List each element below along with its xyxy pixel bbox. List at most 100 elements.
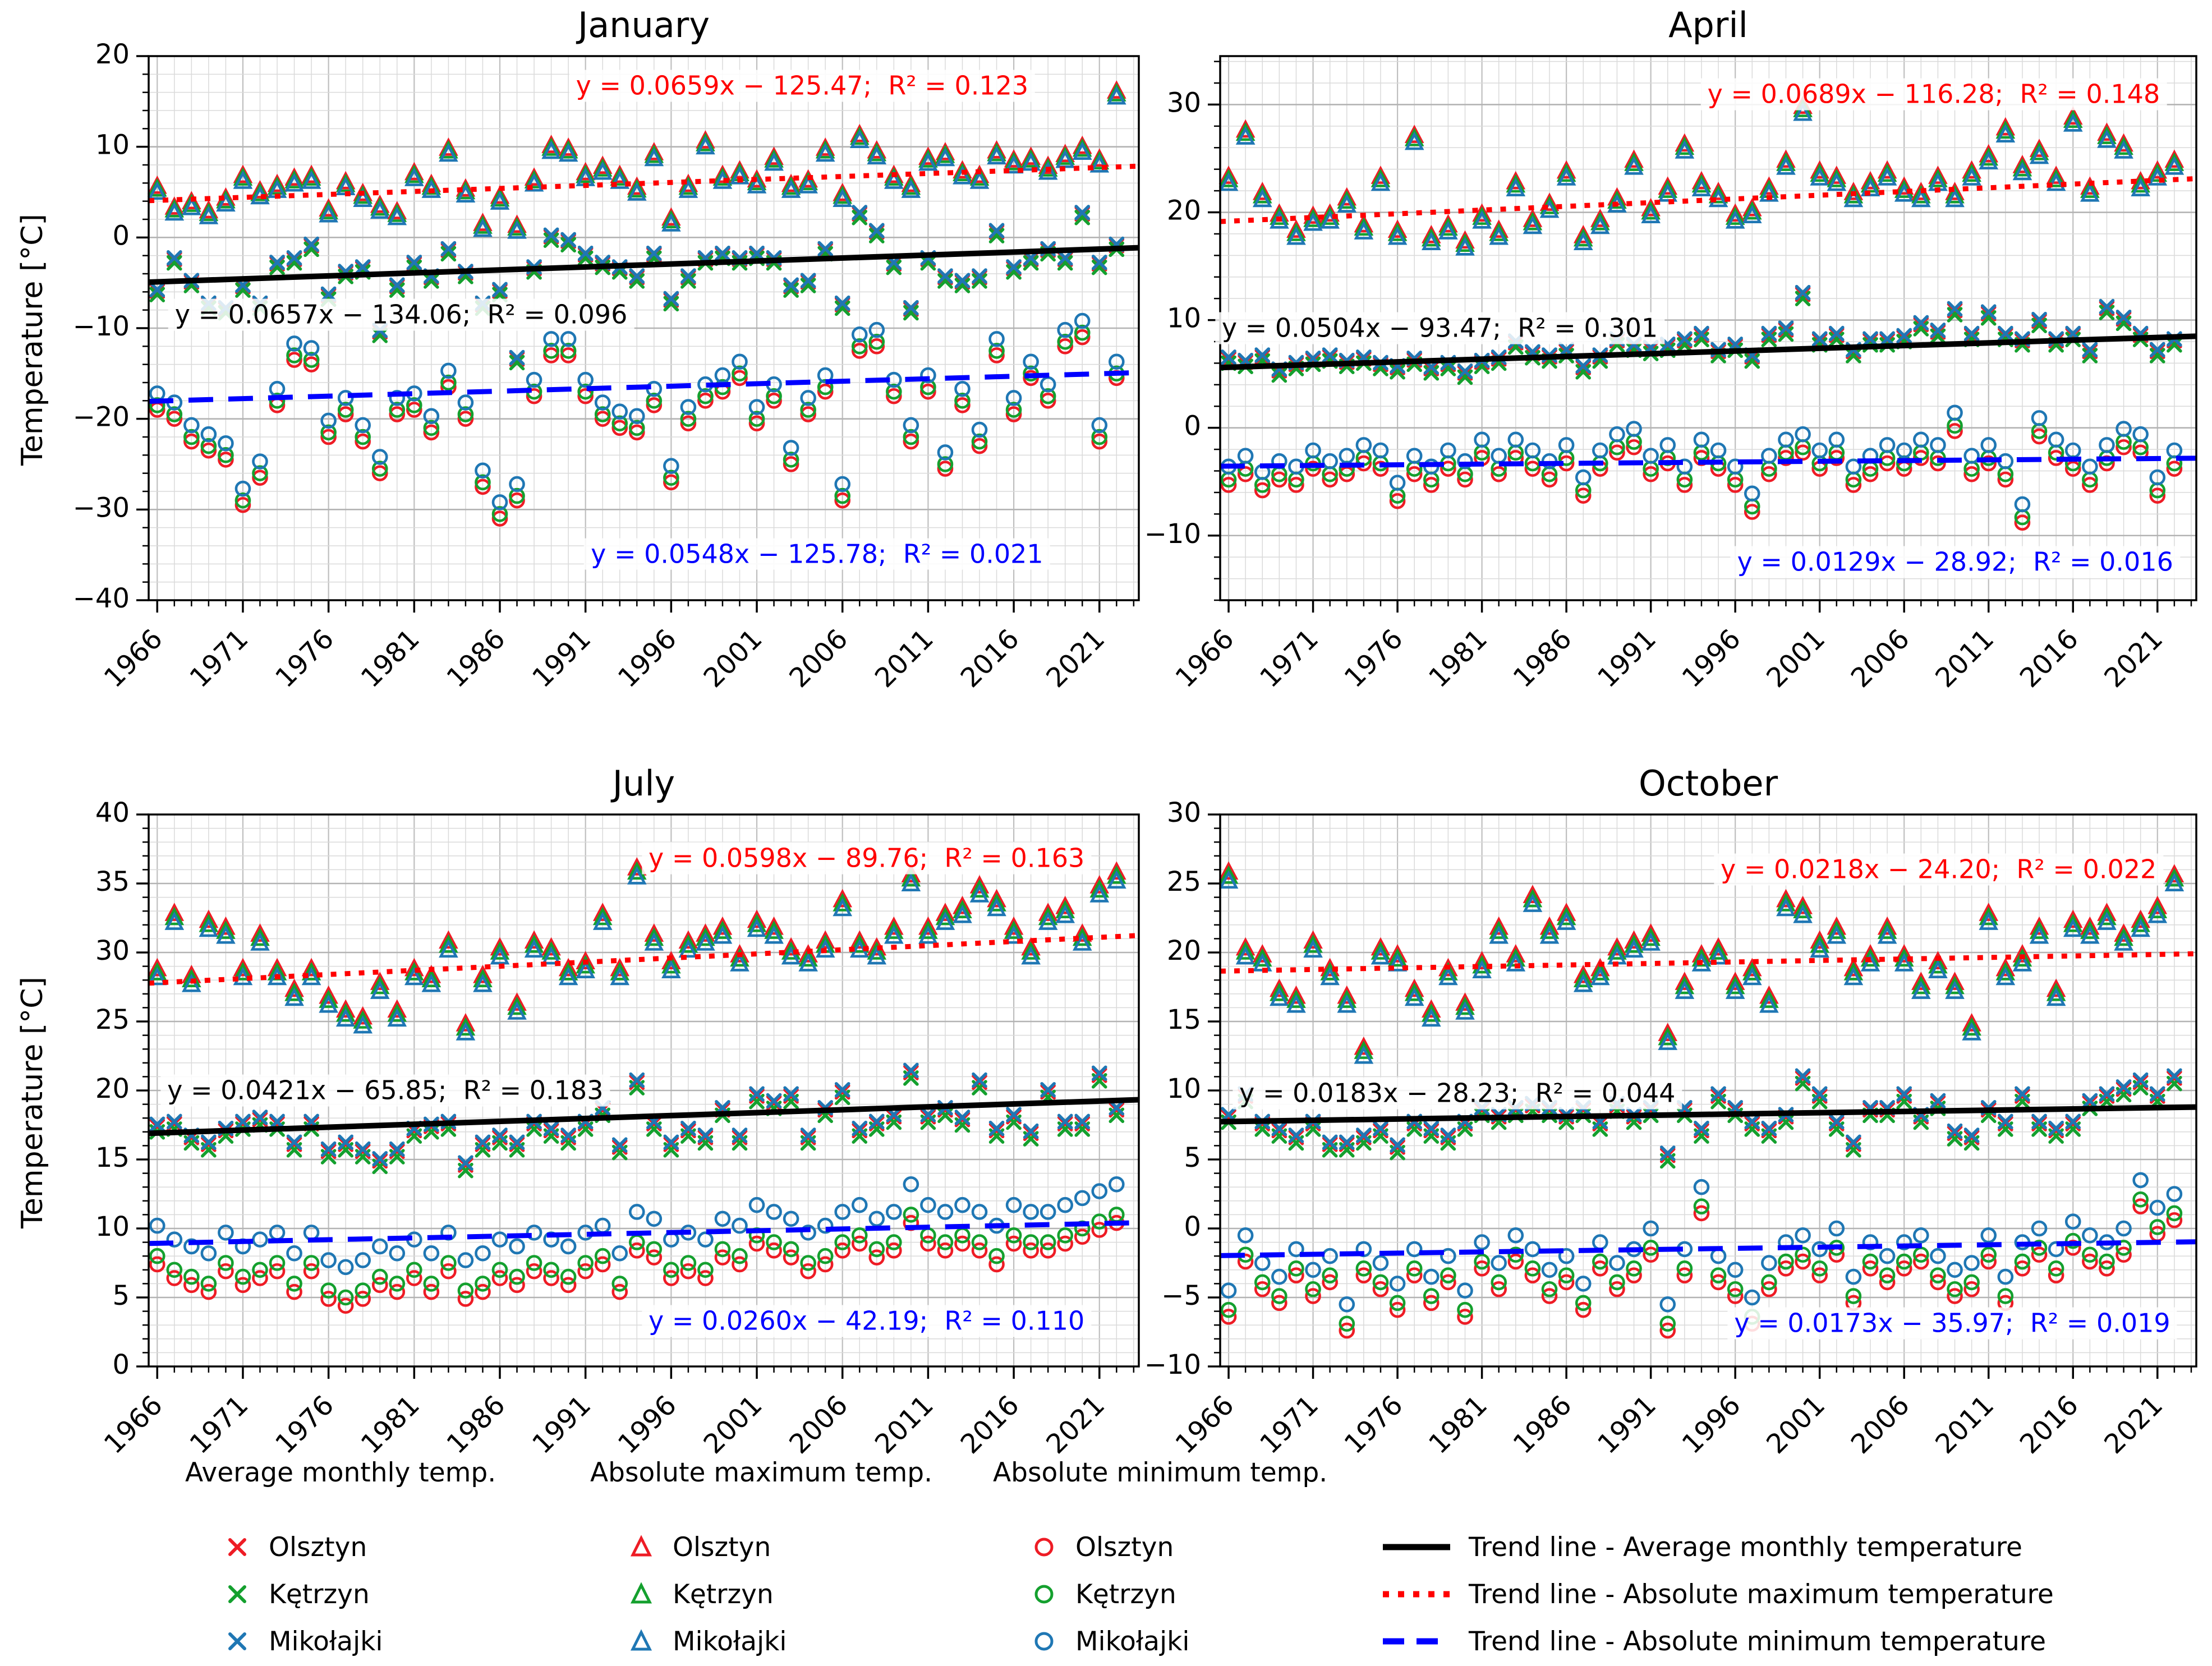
- panel-title-january: January: [577, 4, 710, 45]
- svg-text:2001: 2001: [1760, 1389, 1831, 1460]
- equation-january-avg: y = 0.0657x − 134.06; R² = 0.096: [168, 298, 634, 331]
- svg-text:−5: −5: [1161, 1280, 1201, 1311]
- svg-text:1971: 1971: [183, 623, 254, 694]
- legend-label: Mikołajki: [673, 1626, 787, 1657]
- dashed-line-icon: [1383, 1638, 1450, 1645]
- equation-july-avg: y = 0.0421x − 65.85; R² = 0.183: [160, 1074, 610, 1107]
- y-axis-label-row2: Temperature [°C]: [16, 977, 49, 1228]
- trend-line-max: [148, 163, 1139, 204]
- svg-text:2006: 2006: [1845, 623, 1916, 694]
- x-marker-icon: [228, 1632, 246, 1650]
- svg-text:1991: 1991: [526, 623, 597, 694]
- svg-text:2011: 2011: [869, 623, 940, 694]
- svg-text:2016: 2016: [955, 623, 1025, 694]
- svg-text:1986: 1986: [1507, 1389, 1578, 1460]
- panel-title-july: July: [612, 763, 675, 804]
- svg-text:5: 5: [1184, 1142, 1201, 1173]
- svg-text:1981: 1981: [355, 623, 426, 694]
- svg-text:2006: 2006: [783, 623, 854, 694]
- svg-text:35: 35: [95, 866, 130, 898]
- svg-text:1976: 1976: [269, 1389, 340, 1460]
- svg-text:2016: 2016: [2014, 1389, 2085, 1460]
- svg-text:1971: 1971: [1254, 1389, 1325, 1460]
- trend-line-min: [1220, 455, 2197, 469]
- triangle-marker-icon: [630, 1629, 652, 1651]
- equation-april-max: y = 0.0689x − 116.28; R² = 0.148: [1700, 78, 2167, 111]
- trend-line-avg: [148, 245, 1139, 285]
- svg-text:30: 30: [1167, 797, 1201, 829]
- x-marker-icon: [228, 1585, 246, 1603]
- svg-text:−10: −10: [1144, 1349, 1201, 1380]
- svg-text:1966: 1966: [1170, 623, 1240, 694]
- trend-line-min: [1220, 1239, 2197, 1258]
- svg-text:−40: −40: [73, 583, 130, 614]
- svg-text:0: 0: [112, 1349, 130, 1380]
- legend-label: Trend line - Average monthly temperature: [1469, 1531, 2022, 1563]
- equation-october-max: y = 0.0218x − 24.20; R² = 0.022: [1713, 853, 2164, 886]
- svg-text:−10: −10: [1144, 518, 1201, 550]
- svg-text:2006: 2006: [783, 1389, 854, 1460]
- svg-text:20: 20: [95, 39, 130, 70]
- legend-label: Olsztyn: [1075, 1531, 1174, 1563]
- svg-text:30: 30: [95, 935, 130, 967]
- svg-text:1996: 1996: [612, 1389, 683, 1460]
- svg-text:10: 10: [1167, 1073, 1201, 1104]
- svg-text:1991: 1991: [526, 1389, 597, 1460]
- svg-text:1991: 1991: [1592, 623, 1662, 694]
- legend-item-avg-ketrzyn: Kętrzyn: [222, 1577, 370, 1611]
- trend-line-avg: [1220, 333, 2197, 371]
- panel-july: 40 35 30 25 20 15 10 5 0 1966 1971 1976 1981 1986 1991…: [95, 797, 1140, 1460]
- equation-january-max: y = 0.0659x − 125.47; R² = 0.123: [569, 70, 1036, 102]
- svg-text:2021: 2021: [2098, 1389, 2169, 1460]
- trend-line-max: [148, 933, 1139, 986]
- panel-title-october: October: [1638, 763, 1778, 804]
- equation-january-min: y = 0.0548x − 125.78; R² = 0.021: [584, 538, 1050, 570]
- legend-item-avg-olsztyn: Olsztyn: [222, 1530, 367, 1564]
- svg-text:2016: 2016: [2014, 623, 2085, 694]
- legend-item-min-mikolajki: Mikołajki: [1028, 1624, 1189, 1658]
- svg-text:1981: 1981: [355, 1389, 426, 1460]
- legend-item-trend-minimum: Trend line - Absolute minimum temperatur…: [1380, 1624, 2046, 1658]
- circle-marker-icon: [1034, 1632, 1054, 1651]
- y-axis-label-row1: Temperature [°C]: [16, 214, 49, 466]
- legend-item-avg-mikolajki: Mikołajki: [222, 1624, 383, 1658]
- svg-text:15: 15: [1167, 1004, 1201, 1036]
- svg-text:2021: 2021: [1040, 1389, 1111, 1460]
- svg-text:1986: 1986: [1507, 623, 1578, 694]
- solid-line-icon: [1383, 1544, 1450, 1550]
- svg-text:1996: 1996: [612, 623, 683, 694]
- svg-text:1981: 1981: [1423, 623, 1493, 694]
- svg-text:1976: 1976: [1339, 1389, 1409, 1460]
- svg-text:20: 20: [95, 1073, 130, 1104]
- svg-text:25: 25: [95, 1004, 130, 1036]
- svg-text:2011: 2011: [1929, 623, 2000, 694]
- equation-july-min: y = 0.0260x − 42.19; R² = 0.110: [641, 1305, 1092, 1337]
- trend-line-avg: [1220, 1104, 2197, 1125]
- svg-text:1986: 1986: [441, 623, 512, 694]
- legend-item-trend-average: Trend line - Average monthly temperature: [1380, 1530, 2022, 1564]
- legend-item-trend-maximum: Trend line - Absolute maximum temperatur…: [1380, 1577, 2054, 1611]
- svg-text:0: 0: [112, 220, 130, 251]
- legend-header-minimum: Absolute minimum temp.: [993, 1457, 1328, 1488]
- svg-text:10: 10: [1167, 303, 1201, 334]
- legend-header-maximum: Absolute maximum temp.: [590, 1457, 933, 1488]
- scatter-markers: [1218, 861, 2185, 1339]
- svg-text:2001: 2001: [1760, 623, 1831, 694]
- legend-label: Kętrzyn: [1075, 1578, 1176, 1610]
- legend-header-average: Average monthly temp.: [185, 1457, 496, 1488]
- svg-text:1966: 1966: [1170, 1389, 1240, 1460]
- svg-text:40: 40: [95, 797, 130, 829]
- svg-text:1976: 1976: [269, 623, 340, 694]
- legend-item-max-mikolajki: Mikołajki: [626, 1624, 787, 1658]
- svg-text:−30: −30: [73, 492, 130, 523]
- svg-text:1996: 1996: [1676, 1389, 1747, 1460]
- svg-text:1981: 1981: [1423, 1389, 1493, 1460]
- svg-text:25: 25: [1167, 866, 1201, 898]
- trend-line-min: [148, 370, 1139, 404]
- trend-line-avg: [148, 1097, 1139, 1136]
- svg-text:1971: 1971: [183, 1389, 254, 1460]
- svg-text:1991: 1991: [1592, 1389, 1662, 1460]
